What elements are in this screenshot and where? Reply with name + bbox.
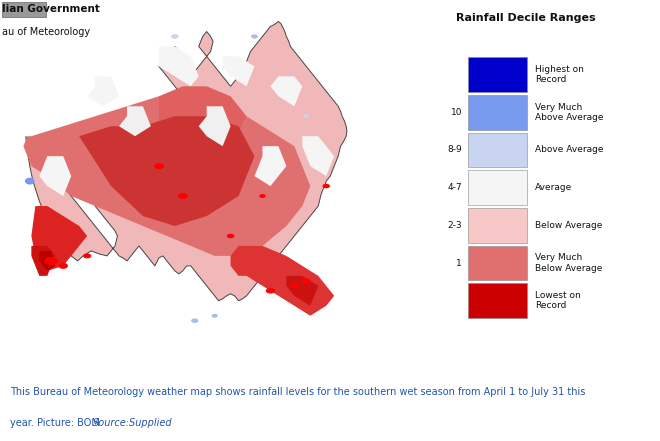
Polygon shape bbox=[87, 76, 119, 106]
Polygon shape bbox=[159, 46, 199, 86]
Text: Highest on
Record: Highest on Record bbox=[535, 65, 584, 84]
Ellipse shape bbox=[44, 257, 58, 265]
Text: au of Meteorology: au of Meteorology bbox=[3, 27, 90, 37]
Ellipse shape bbox=[266, 288, 275, 294]
Bar bbox=[3, 2, 46, 17]
Bar bbox=[468, 170, 527, 205]
Ellipse shape bbox=[323, 184, 330, 188]
Text: 10: 10 bbox=[451, 108, 462, 117]
Text: year. Picture: BOM: year. Picture: BOM bbox=[10, 419, 104, 428]
Bar bbox=[468, 133, 527, 167]
Polygon shape bbox=[222, 56, 255, 86]
Ellipse shape bbox=[227, 234, 234, 238]
Bar bbox=[468, 95, 527, 130]
Text: 1: 1 bbox=[456, 258, 462, 268]
Polygon shape bbox=[26, 22, 347, 301]
Polygon shape bbox=[40, 156, 71, 196]
Polygon shape bbox=[302, 136, 334, 176]
Ellipse shape bbox=[290, 283, 298, 288]
Ellipse shape bbox=[59, 263, 68, 269]
Text: lian Government: lian Government bbox=[3, 4, 100, 14]
Text: Very Much
Below Average: Very Much Below Average bbox=[535, 253, 603, 273]
Ellipse shape bbox=[191, 318, 199, 323]
Polygon shape bbox=[79, 116, 255, 226]
Polygon shape bbox=[159, 86, 247, 156]
Text: This Bureau of Meteorology weather map shows rainfall levels for the southern we: This Bureau of Meteorology weather map s… bbox=[10, 387, 585, 397]
Ellipse shape bbox=[302, 278, 311, 283]
Polygon shape bbox=[32, 246, 55, 276]
Polygon shape bbox=[286, 276, 318, 306]
Polygon shape bbox=[23, 96, 310, 256]
Bar bbox=[468, 284, 527, 318]
Polygon shape bbox=[230, 246, 334, 316]
Ellipse shape bbox=[171, 34, 179, 39]
Text: Rainfall Decile Ranges: Rainfall Decile Ranges bbox=[456, 13, 596, 23]
Text: Below Average: Below Average bbox=[535, 221, 603, 230]
Polygon shape bbox=[119, 106, 151, 136]
Ellipse shape bbox=[251, 34, 258, 38]
Text: 4-7: 4-7 bbox=[447, 183, 462, 192]
Text: Above Average: Above Average bbox=[535, 146, 604, 154]
Ellipse shape bbox=[154, 163, 164, 169]
Text: Lowest on
Record: Lowest on Record bbox=[535, 291, 581, 310]
Ellipse shape bbox=[211, 314, 218, 318]
Ellipse shape bbox=[259, 194, 265, 198]
Text: Source:Supplied: Source:Supplied bbox=[92, 419, 172, 428]
Text: 2-3: 2-3 bbox=[447, 221, 462, 230]
Polygon shape bbox=[32, 206, 87, 271]
Bar bbox=[468, 246, 527, 280]
Text: 8-9: 8-9 bbox=[447, 146, 462, 154]
Ellipse shape bbox=[83, 254, 91, 258]
Polygon shape bbox=[40, 251, 55, 271]
Bar bbox=[468, 57, 527, 92]
Ellipse shape bbox=[25, 178, 34, 184]
Polygon shape bbox=[199, 106, 230, 146]
Ellipse shape bbox=[178, 193, 188, 199]
Text: Very Much
Above Average: Very Much Above Average bbox=[535, 103, 604, 122]
Ellipse shape bbox=[303, 114, 310, 118]
Polygon shape bbox=[255, 146, 286, 186]
Polygon shape bbox=[271, 76, 302, 106]
Bar bbox=[468, 208, 527, 243]
Text: Average: Average bbox=[535, 183, 572, 192]
